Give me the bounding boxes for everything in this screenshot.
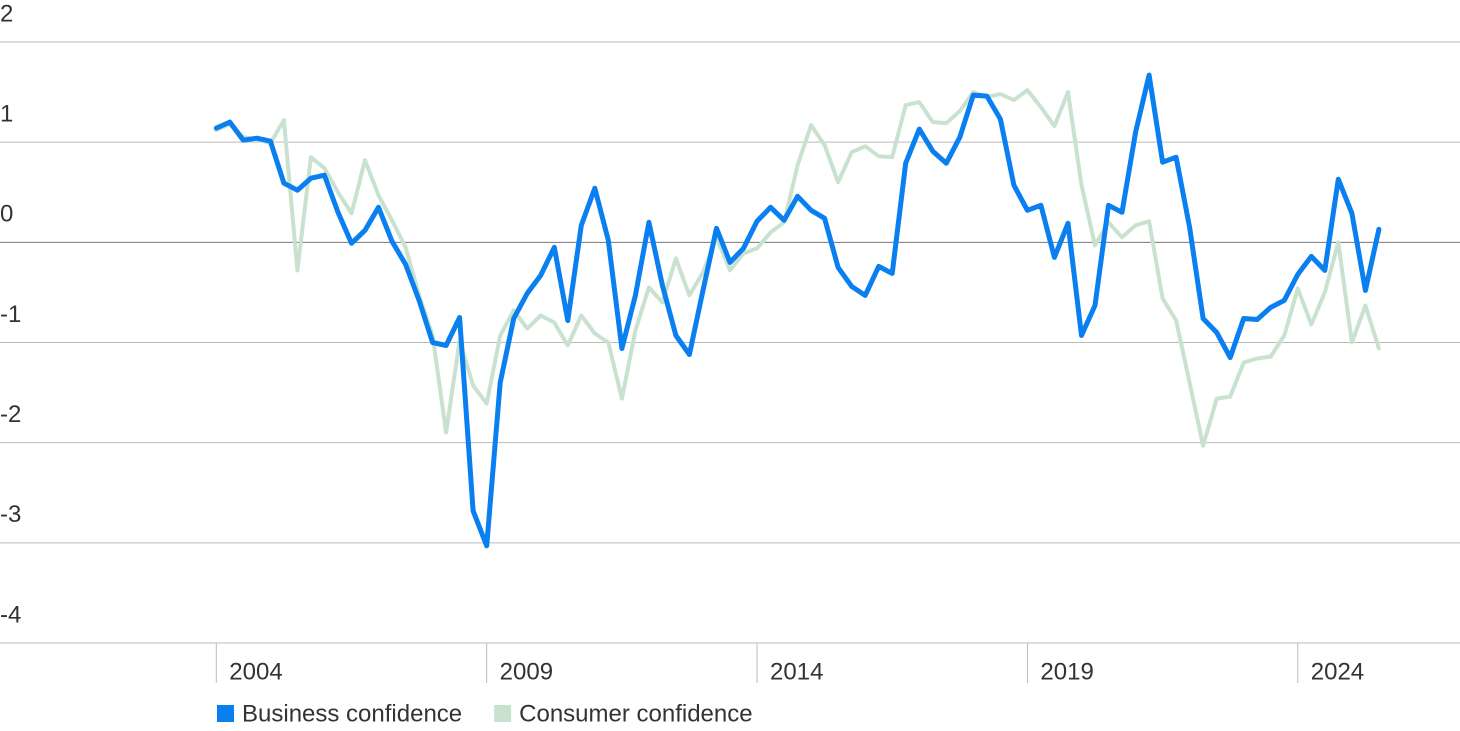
legend-label: Business confidence	[242, 700, 462, 727]
series-line	[213, 72, 1382, 549]
x-tick-label: 2014	[770, 658, 823, 685]
x-tick-label: 2004	[229, 658, 282, 685]
x-tick-label: 2019	[1040, 658, 1093, 685]
y-tick-label: -2	[0, 401, 21, 428]
x-tick-label: 2024	[1311, 658, 1364, 685]
y-tick-label: 2	[0, 0, 13, 27]
legend-swatch	[217, 705, 234, 722]
y-tick-label: 0	[0, 201, 13, 228]
y-tick-label: -4	[0, 601, 21, 628]
y-tick-label: 1	[0, 101, 13, 128]
legend-swatch	[494, 705, 512, 722]
x-tick-label: 2009	[500, 658, 553, 685]
y-tick-label: -3	[0, 501, 21, 528]
y-tick-label: -1	[0, 301, 21, 328]
series-line	[214, 88, 1381, 448]
legend-label: Consumer confidence	[519, 700, 752, 727]
